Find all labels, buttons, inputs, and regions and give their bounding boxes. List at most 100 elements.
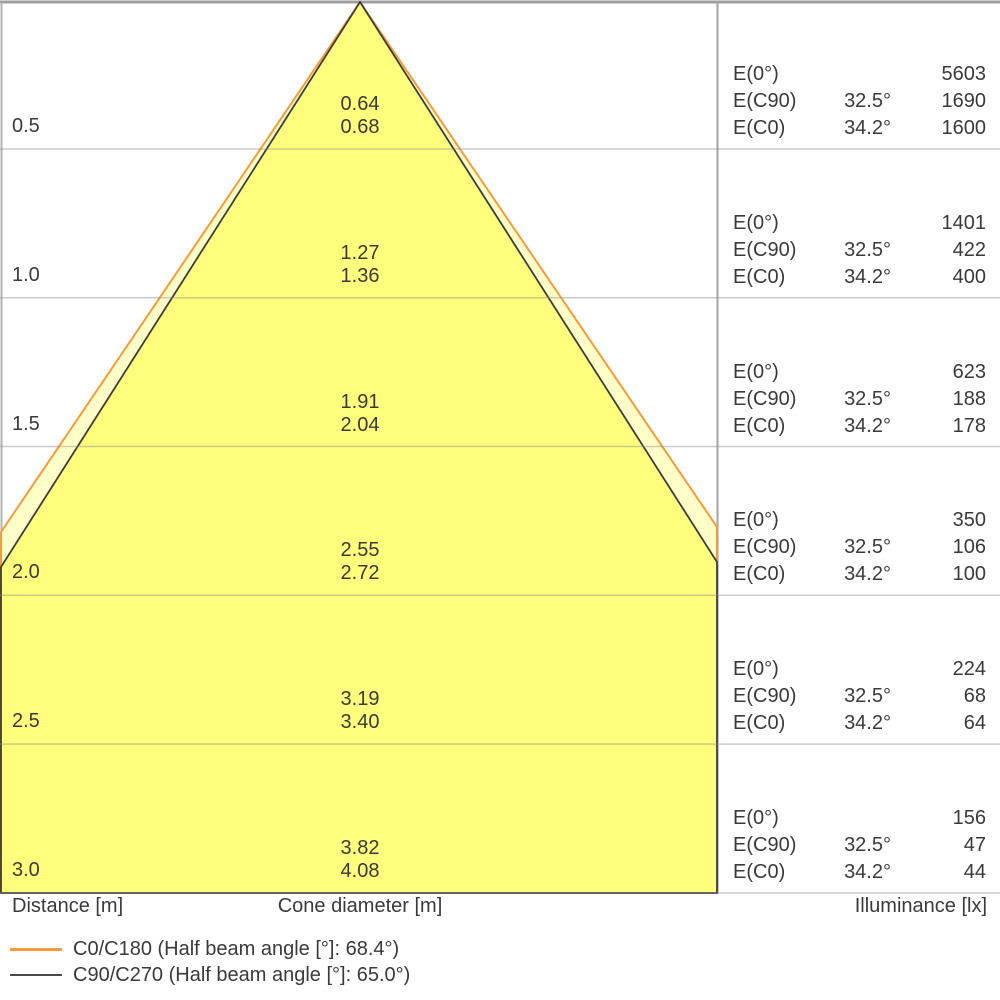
illuminance-row-label: E(C90) <box>733 536 797 559</box>
illuminance-row-value: 1600 <box>941 117 987 139</box>
cone-diameter-values: 2.55 2.72 <box>290 539 430 585</box>
cone-diameter-c0-value: 4.08 <box>340 860 380 882</box>
illuminance-row-angle: 32.5° <box>844 238 891 261</box>
illuminance-table-row: E(C90) 32.5° 47 <box>733 832 986 859</box>
cone-diameter-c90-value: 2.55 <box>340 539 380 562</box>
illuminance-row-value: 350 <box>952 509 986 532</box>
illuminance-row-angle: 32.5° <box>844 834 891 856</box>
illuminance-row-angle <box>821 61 891 88</box>
illuminance-row-angle: 34.2° <box>844 712 891 735</box>
illuminance-row-value: 1690 <box>941 90 987 112</box>
cone-diameter-c90-value: 1.91 <box>340 390 380 413</box>
illuminance-row-label: E(0°) <box>733 509 779 532</box>
cone-diameter-axis-label: Cone diameter [m] <box>277 895 443 917</box>
illuminance-row-value: 44 <box>963 861 986 883</box>
illuminance-row-label: E(0°) <box>733 658 779 681</box>
illuminance-row-value: 5603 <box>941 63 987 85</box>
illuminance-row-angle: 34.2° <box>844 117 891 139</box>
illuminance-table-row: E(C90) 32.5° 188 <box>733 386 986 413</box>
illuminance-table-group: E(0°) 1401 E(C90) 32.5° 422 E(C0) 34.2° 400 <box>733 210 986 291</box>
cone-c90-c270 <box>0 0 718 894</box>
illuminance-row-label: E(C0) <box>733 414 786 437</box>
illuminance-row-label: E(C0) <box>733 117 786 139</box>
illuminance-row-label: E(0°) <box>733 211 779 234</box>
illuminance-row-label: E(C0) <box>733 861 786 883</box>
legend: C0/C180 (Half beam angle [°]: 68.4°) C90… <box>10 936 410 988</box>
illuminance-row-label: E(C90) <box>733 834 797 856</box>
cone-diameter-c90-value: 0.64 <box>340 93 380 115</box>
illuminance-table-group: E(0°) 623 E(C90) 32.5° 188 E(C0) 34.2° 178 <box>733 359 986 440</box>
illuminance-axis-label: Illuminance [lx] <box>854 895 987 917</box>
illuminance-row-angle: 32.5° <box>844 90 891 112</box>
illuminance-table-row: E(C0) 34.2° 100 <box>733 561 986 588</box>
illuminance-row-value: 188 <box>952 387 986 410</box>
distance-tick-label: 3.0 <box>12 859 40 881</box>
cone-diameter-values: 0.64 0.68 <box>290 93 430 139</box>
distance-tick-label: 0.5 <box>12 115 40 137</box>
illuminance-row-label: E(0°) <box>733 360 779 383</box>
illuminance-table-row: E(0°) 1401 <box>733 210 986 237</box>
cone-diameter-values: 3.82 4.08 <box>290 837 430 883</box>
c0-c180-line-swatch <box>10 947 62 951</box>
illuminance-row-angle <box>821 359 891 386</box>
illuminance-row-value: 422 <box>952 238 986 261</box>
illuminance-row-angle: 32.5° <box>844 387 891 410</box>
illuminance-row-angle: 34.2° <box>844 861 891 883</box>
cone-diameter-c90-value: 1.27 <box>340 241 380 264</box>
cone-diameter-values: 1.91 2.04 <box>290 391 430 437</box>
illuminance-row-value: 224 <box>952 658 986 681</box>
illuminance-row-value: 1401 <box>941 211 987 234</box>
illuminance-row-angle <box>821 805 891 832</box>
illuminance-row-angle: 34.2° <box>844 265 891 288</box>
illuminance-row-angle: 34.2° <box>844 563 891 586</box>
illuminance-table-row: E(C0) 34.2° 1600 <box>733 115 986 142</box>
illuminance-row-label: E(C0) <box>733 265 786 288</box>
legend-label-c0-c180: C0/C180 (Half beam angle [°]: 68.4°) <box>73 937 400 960</box>
cone-diameter-values: 1.27 1.36 <box>290 242 430 288</box>
cone-diameter-c90-value: 3.19 <box>340 688 380 711</box>
distance-gridlines <box>0 148 1000 894</box>
cone-diameter-c0-value: 2.72 <box>340 562 380 585</box>
illuminance-table-group: E(0°) 5603 E(C90) 32.5° 1690 E(C0) 34.2° 1600 <box>733 61 986 142</box>
illuminance-table-row: E(C90) 32.5° 106 <box>733 534 986 561</box>
legend-item-c0-c180: C0/C180 (Half beam angle [°]: 68.4°) <box>10 936 410 962</box>
illuminance-table-row: E(0°) 156 <box>733 805 986 832</box>
illuminance-row-value: 68 <box>963 685 986 708</box>
illuminance-row-label: E(C90) <box>733 685 797 708</box>
illuminance-row-angle: 32.5° <box>844 536 891 559</box>
illuminance-row-label: E(C90) <box>733 238 797 261</box>
illuminance-table-group: E(0°) 350 E(C90) 32.5° 106 E(C0) 34.2° 100 <box>733 507 986 588</box>
illuminance-row-angle <box>821 507 891 534</box>
legend-label-c90-c270: C90/C270 (Half beam angle [°]: 65.0°) <box>73 963 411 986</box>
illuminance-row-value: 178 <box>952 414 986 437</box>
illuminance-table-row: E(C0) 34.2° 178 <box>733 413 986 440</box>
illuminance-table-row: E(0°) 623 <box>733 359 986 386</box>
distance-tick-label: 2.5 <box>12 710 40 733</box>
illuminance-row-value: 100 <box>952 563 986 586</box>
illuminance-row-label: E(C90) <box>733 90 797 112</box>
distance-axis-label: Distance [m] <box>12 895 124 917</box>
illuminance-row-value: 47 <box>963 834 986 856</box>
illuminance-table-row: E(C90) 32.5° 422 <box>733 237 986 264</box>
illuminance-table-group: E(0°) 156 E(C90) 32.5° 47 E(C0) 34.2° 44 <box>733 805 986 886</box>
illuminance-row-angle <box>821 656 891 683</box>
illuminance-row-label: E(C90) <box>733 387 797 410</box>
illuminance-row-value: 623 <box>952 360 986 383</box>
cone-diameter-c90-value: 3.82 <box>340 837 380 859</box>
cone-diameter-c0-value: 3.40 <box>340 711 380 734</box>
cone-diameter-c0-value: 2.04 <box>340 413 380 436</box>
illuminance-table-row: E(0°) 5603 <box>733 61 986 88</box>
illuminance-row-label: E(C0) <box>733 563 786 586</box>
illuminance-table-row: E(C0) 34.2° 400 <box>733 264 986 291</box>
illuminance-row-value: 400 <box>952 265 986 288</box>
illuminance-row-value: 106 <box>952 536 986 559</box>
illuminance-row-label: E(0°) <box>733 807 779 829</box>
cone-diameter-c0-value: 0.68 <box>340 116 380 138</box>
illuminance-table-row: E(C90) 32.5° 1690 <box>733 88 986 115</box>
illuminance-table-row: E(0°) 350 <box>733 507 986 534</box>
illuminance-table-row: E(C0) 34.2° 44 <box>733 859 986 886</box>
illuminance-row-angle: 32.5° <box>844 685 891 708</box>
illuminance-table-row: E(C90) 32.5° 68 <box>733 683 986 710</box>
